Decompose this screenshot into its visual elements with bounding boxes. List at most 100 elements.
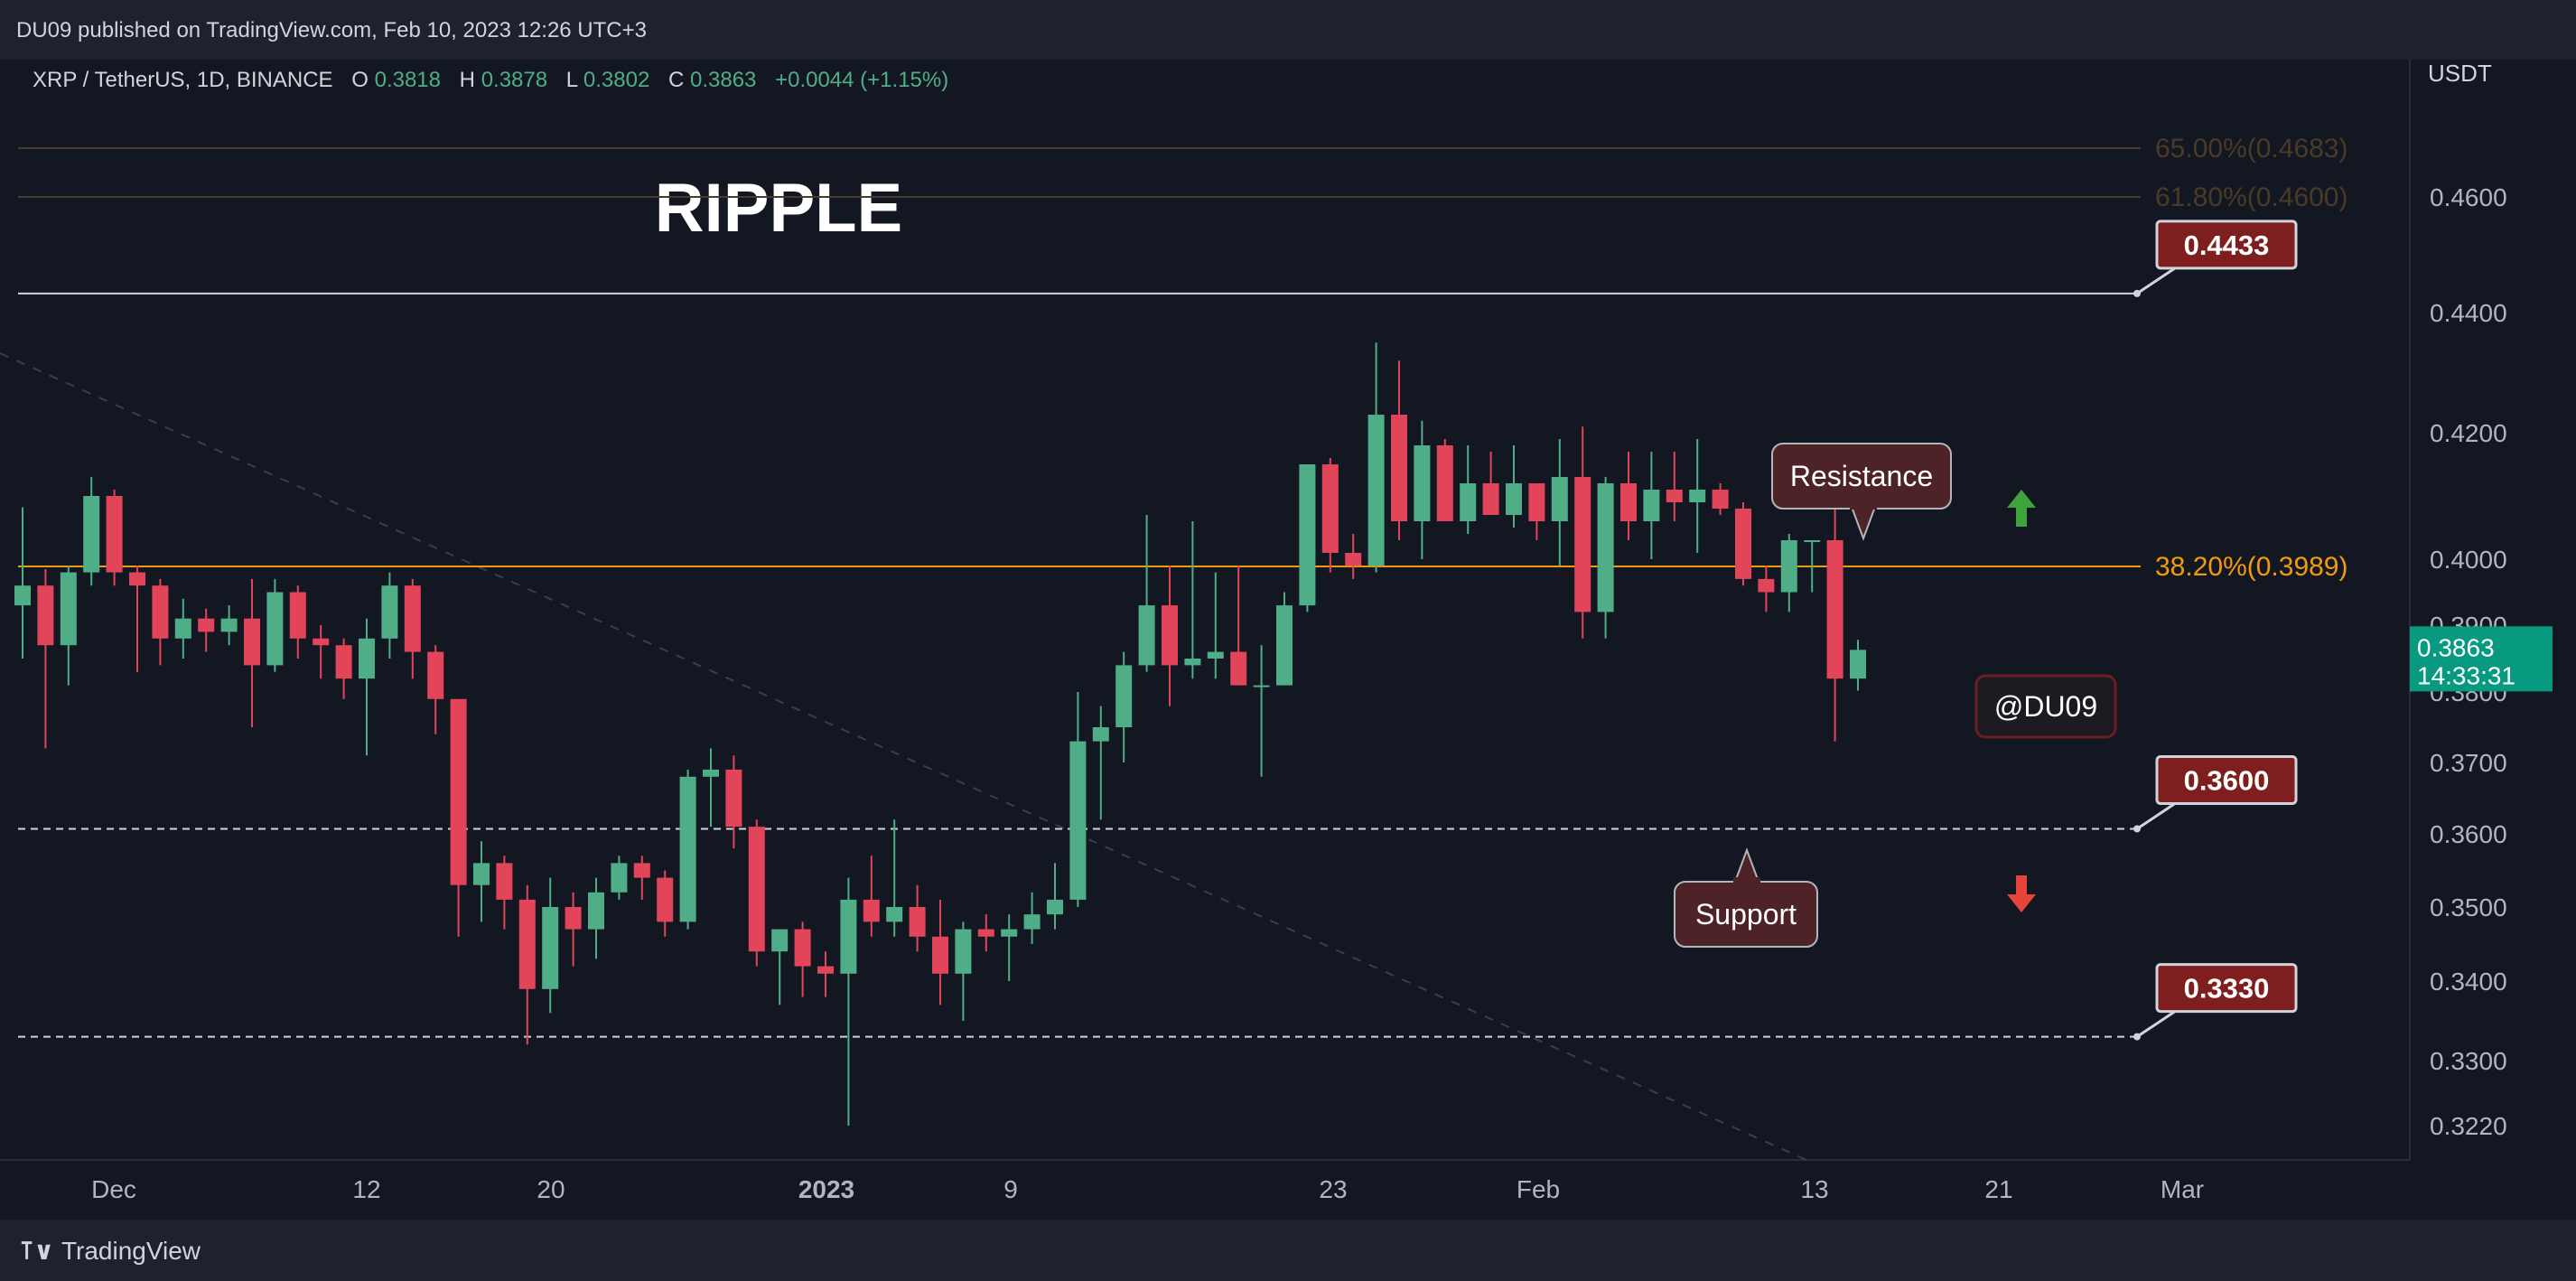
- candle-body-64: [1482, 483, 1499, 515]
- candle-body-9: [220, 618, 238, 632]
- price-tick-6: 0.3700: [2430, 749, 2507, 777]
- candle-body-53: [1230, 651, 1247, 686]
- resistance-bubble-tail-mask: [1850, 502, 1877, 510]
- candle-body-23: [542, 907, 559, 989]
- candle-body-70: [1620, 483, 1637, 521]
- candle-body-46: [1069, 741, 1087, 900]
- price-tick-3: 0.4000: [2430, 546, 2507, 574]
- candle-body-6: [152, 585, 169, 639]
- candle-body-32: [748, 827, 765, 952]
- candle-body-49: [1138, 605, 1155, 666]
- current-price-label: 0.3863: [2417, 633, 2495, 661]
- open-value: 0.3818: [375, 68, 441, 92]
- time-tick-5: 13: [1800, 1175, 1828, 1203]
- candle-body-24: [565, 907, 582, 930]
- time-tick-0: Dec: [91, 1175, 136, 1203]
- candle-body-29: [679, 776, 696, 922]
- candle-body-15: [359, 638, 375, 679]
- candle-body-28: [657, 877, 674, 922]
- arrow-up-icon: [2007, 490, 2036, 527]
- watermark-box: [1974, 674, 2117, 739]
- candle-body-10: [244, 618, 260, 666]
- high-value: 0.3878: [481, 68, 547, 92]
- open-label: O: [351, 68, 369, 92]
- price-ticks-layer: 0.46000.44000.42000.40000.39000.38000.37…: [2410, 183, 2553, 1140]
- brand[interactable]: ⊺∨ TradingView: [20, 1236, 201, 1266]
- time-tick-7: Mar: [2161, 1175, 2204, 1203]
- candle-body-52: [1207, 651, 1224, 659]
- candle-body-76: [1758, 578, 1775, 593]
- candle-body-43: [1001, 929, 1018, 937]
- candle-body-67: [1551, 477, 1568, 521]
- candle-body-26: [611, 863, 628, 893]
- key-level-box-1: [2155, 754, 2298, 805]
- candle-body-13: [313, 638, 330, 646]
- candle-body-77: [1780, 540, 1797, 593]
- price-tick-10: 0.3300: [2430, 1047, 2507, 1075]
- candle-body-30: [703, 769, 719, 777]
- published-info: DU09 published on TradingView.com, Feb 1…: [16, 18, 647, 42]
- current-price-countdown: 14:33:31: [2417, 661, 2515, 689]
- candle-body-78: [1804, 540, 1821, 542]
- candle-body-34: [794, 929, 811, 967]
- candle-body-12: [289, 592, 306, 639]
- candle-body-42: [977, 929, 994, 937]
- candle-body-50: [1162, 605, 1178, 666]
- key-level-box-0: [2155, 220, 2298, 270]
- candle-body-38: [886, 907, 903, 922]
- price-tick-7: 0.3600: [2430, 820, 2507, 848]
- price-tick-8: 0.3500: [2430, 893, 2507, 921]
- price-tick-11: 0.3220: [2430, 1112, 2507, 1140]
- current-price-badge: [2410, 626, 2553, 692]
- candle-body-16: [381, 585, 398, 639]
- time-tick-2: 20: [537, 1175, 565, 1203]
- fib-level-label-1: 61.80%(0.4600): [2155, 182, 2348, 212]
- time-tick-6: 21: [1984, 1175, 2012, 1203]
- candles-layer: [14, 342, 1866, 1126]
- price-tick-0: 0.4600: [2430, 183, 2507, 211]
- candle-body-4: [106, 496, 123, 573]
- candle-body-47: [1092, 727, 1109, 742]
- candle-body-63: [1460, 483, 1477, 521]
- support-label: Support: [1695, 898, 1797, 930]
- candle-body-62: [1436, 445, 1453, 521]
- arrow-down-icon: [2007, 875, 2036, 912]
- candle-body-73: [1689, 490, 1706, 502]
- bottom-bar: ⊺∨ TradingView: [0, 1220, 2576, 1281]
- key-level-label-0: 0.4433: [2184, 229, 2270, 261]
- key-level-label-1: 0.3600: [2184, 764, 2270, 796]
- chart-title: RIPPLE: [655, 170, 903, 247]
- time-ticks-layer: Dec 12 20 2023 9 13 21 Mar 23 Feb: [91, 1175, 2204, 1203]
- candle-body-71: [1643, 490, 1660, 521]
- candle-body-54: [1253, 685, 1270, 687]
- currency-label: USDT: [2428, 60, 2492, 87]
- time-tick-4: 9: [1003, 1175, 1018, 1203]
- trendline-layer: [0, 352, 1807, 1161]
- price-tick-9: 0.3400: [2430, 968, 2507, 996]
- high-label: H: [460, 68, 475, 92]
- chart-area[interactable]: XRP / TetherUS, 1D, BINANCE O 0.3818 H 0…: [0, 60, 2576, 1220]
- price-tick-1: 0.4400: [2430, 299, 2507, 327]
- key-level-connector-2: [2136, 1010, 2176, 1038]
- candle-body-31: [725, 769, 742, 828]
- candle-body-41: [955, 929, 972, 974]
- fib-level-label-2: 38.20%(0.3989): [2155, 552, 2348, 582]
- candle-body-25: [588, 892, 604, 930]
- change-value: +0.0044 (+1.15%): [775, 68, 948, 92]
- symbol-legend[interactable]: XRP / TetherUS, 1D, BINANCE O 0.3818 H 0…: [33, 68, 948, 92]
- candle-body-35: [817, 966, 834, 974]
- candle-body-7: [174, 618, 191, 639]
- candle-body-36: [840, 899, 857, 974]
- candle-body-17: [404, 585, 421, 652]
- candle-body-57: [1321, 464, 1339, 553]
- time-tick-1: 12: [352, 1175, 380, 1203]
- candle-body-27: [633, 863, 650, 878]
- candlestick-chart[interactable]: XRP / TetherUS, 1D, BINANCE O 0.3818 H 0…: [0, 60, 2576, 1220]
- candle-body-68: [1574, 477, 1591, 612]
- support-bubble-tail-mask: [1733, 877, 1760, 884]
- price-axis[interactable]: [2410, 60, 2576, 1160]
- candle-body-59: [1367, 415, 1385, 566]
- candle-body-0: [14, 585, 31, 606]
- candle-body-21: [496, 863, 513, 900]
- candle-body-1: [37, 585, 54, 646]
